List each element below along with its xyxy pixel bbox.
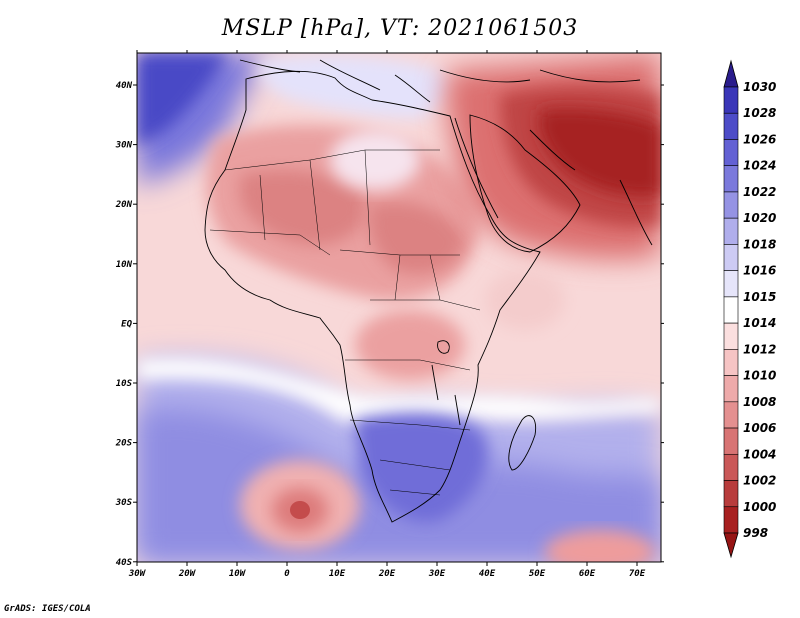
lat-tick-label: 40N xyxy=(116,81,133,91)
lat-tick-label: 10S xyxy=(116,379,133,389)
colorbar-swatch xyxy=(723,375,739,403)
lon-tick-label: 40E xyxy=(479,569,496,579)
lon-tick-label: 30W xyxy=(128,569,147,579)
lon-tick-label: 50E xyxy=(529,569,546,579)
colorbar-label: 1026 xyxy=(743,132,776,146)
colorbar-max-arrow xyxy=(723,59,739,88)
colorbar-swatch xyxy=(723,86,739,114)
colorbar-swatch xyxy=(723,217,739,245)
lat-tick-label: 10N xyxy=(116,260,133,270)
colorbar-label: 1020 xyxy=(743,211,776,225)
lon-tick-label: 30E xyxy=(428,569,446,579)
colorbar-label: 1015 xyxy=(743,290,776,304)
axis-ticks: 30W 20W 10W 0 10E 20E 30E 40E 50E 60E 70E 40N 30N 20N… xyxy=(115,50,664,579)
colorbar: 1030 1028 1026 1024 1022 1020 1018 1016 1015 1014… xyxy=(723,59,776,559)
colorbar-label: 1014 xyxy=(743,316,776,330)
colorbar-swatch xyxy=(723,244,739,271)
pressure-field xyxy=(137,53,661,562)
colorbar-label: 1030 xyxy=(743,80,776,94)
colorbar-label: 998 xyxy=(743,526,768,540)
colorbar-swatch xyxy=(723,480,739,508)
colorbar-label: 1010 xyxy=(743,369,776,383)
colorbar-label: 1006 xyxy=(743,421,776,435)
lon-tick-label: 60E xyxy=(579,569,596,579)
colorbar-label: 1016 xyxy=(743,264,776,278)
colorbar-label: 1008 xyxy=(743,395,776,409)
lon-tick-label: 20E xyxy=(378,569,396,579)
lat-tick-label: 20S xyxy=(115,439,133,449)
lat-tick-label: 20N xyxy=(115,200,133,210)
country-borders xyxy=(209,149,481,496)
colorbar-swatch xyxy=(723,139,739,167)
red-sea xyxy=(454,117,499,219)
colorbar-swatch xyxy=(723,506,739,534)
europe-coastline xyxy=(239,59,641,103)
colorbar-label: 1000 xyxy=(743,500,776,514)
lat-tick-label: EQ xyxy=(121,319,132,329)
lon-tick-label: 20W xyxy=(178,569,197,579)
colorbar-swatch xyxy=(723,112,739,140)
lat-tick-label: 30N xyxy=(115,141,133,151)
colorbar-swatch xyxy=(723,427,739,455)
lon-tick-label: 10E xyxy=(329,569,346,579)
colorbar-swatch xyxy=(723,322,739,350)
colorbar-swatch xyxy=(723,165,739,193)
colorbar-label: 1028 xyxy=(743,106,776,120)
colorbar-swatch xyxy=(723,349,739,376)
colorbar-label: 1002 xyxy=(743,474,776,488)
map-title: MSLP [hPa], VT: 2021061503 xyxy=(221,16,579,41)
lake-victoria xyxy=(437,340,450,354)
colorbar-swatch xyxy=(723,453,739,481)
grads-credit: GrADS: IGES/COLA xyxy=(4,604,91,614)
colorbar-min-arrow xyxy=(723,532,739,559)
lake-malawi xyxy=(454,394,461,426)
africa-coastline xyxy=(204,70,541,523)
lat-tick-label: 30S xyxy=(115,498,133,508)
colorbar-label: 1024 xyxy=(743,159,776,173)
colorbar-label: 1018 xyxy=(743,237,776,251)
lon-tick-label: 70E xyxy=(629,569,646,579)
lon-tick-label: 10W xyxy=(229,569,247,579)
lon-tick-label: 0 xyxy=(284,569,290,579)
lat-tick-label: 40S xyxy=(116,558,133,568)
colorbar-swatch xyxy=(723,401,739,429)
plot-frame xyxy=(136,52,662,563)
coastlines xyxy=(204,59,653,523)
colorbar-swatch xyxy=(723,270,739,298)
arabian-peninsula xyxy=(469,114,581,253)
madagascar xyxy=(508,415,537,471)
persian-gulf xyxy=(529,129,576,171)
colorbar-label: 1012 xyxy=(743,342,776,356)
india-coastline xyxy=(619,179,653,246)
colorbar-swatch xyxy=(723,191,739,219)
colorbar-label: 1004 xyxy=(743,447,776,461)
colorbar-label: 1022 xyxy=(743,185,776,199)
lake-tanganyika xyxy=(431,364,439,401)
colorbar-swatch xyxy=(723,296,739,324)
